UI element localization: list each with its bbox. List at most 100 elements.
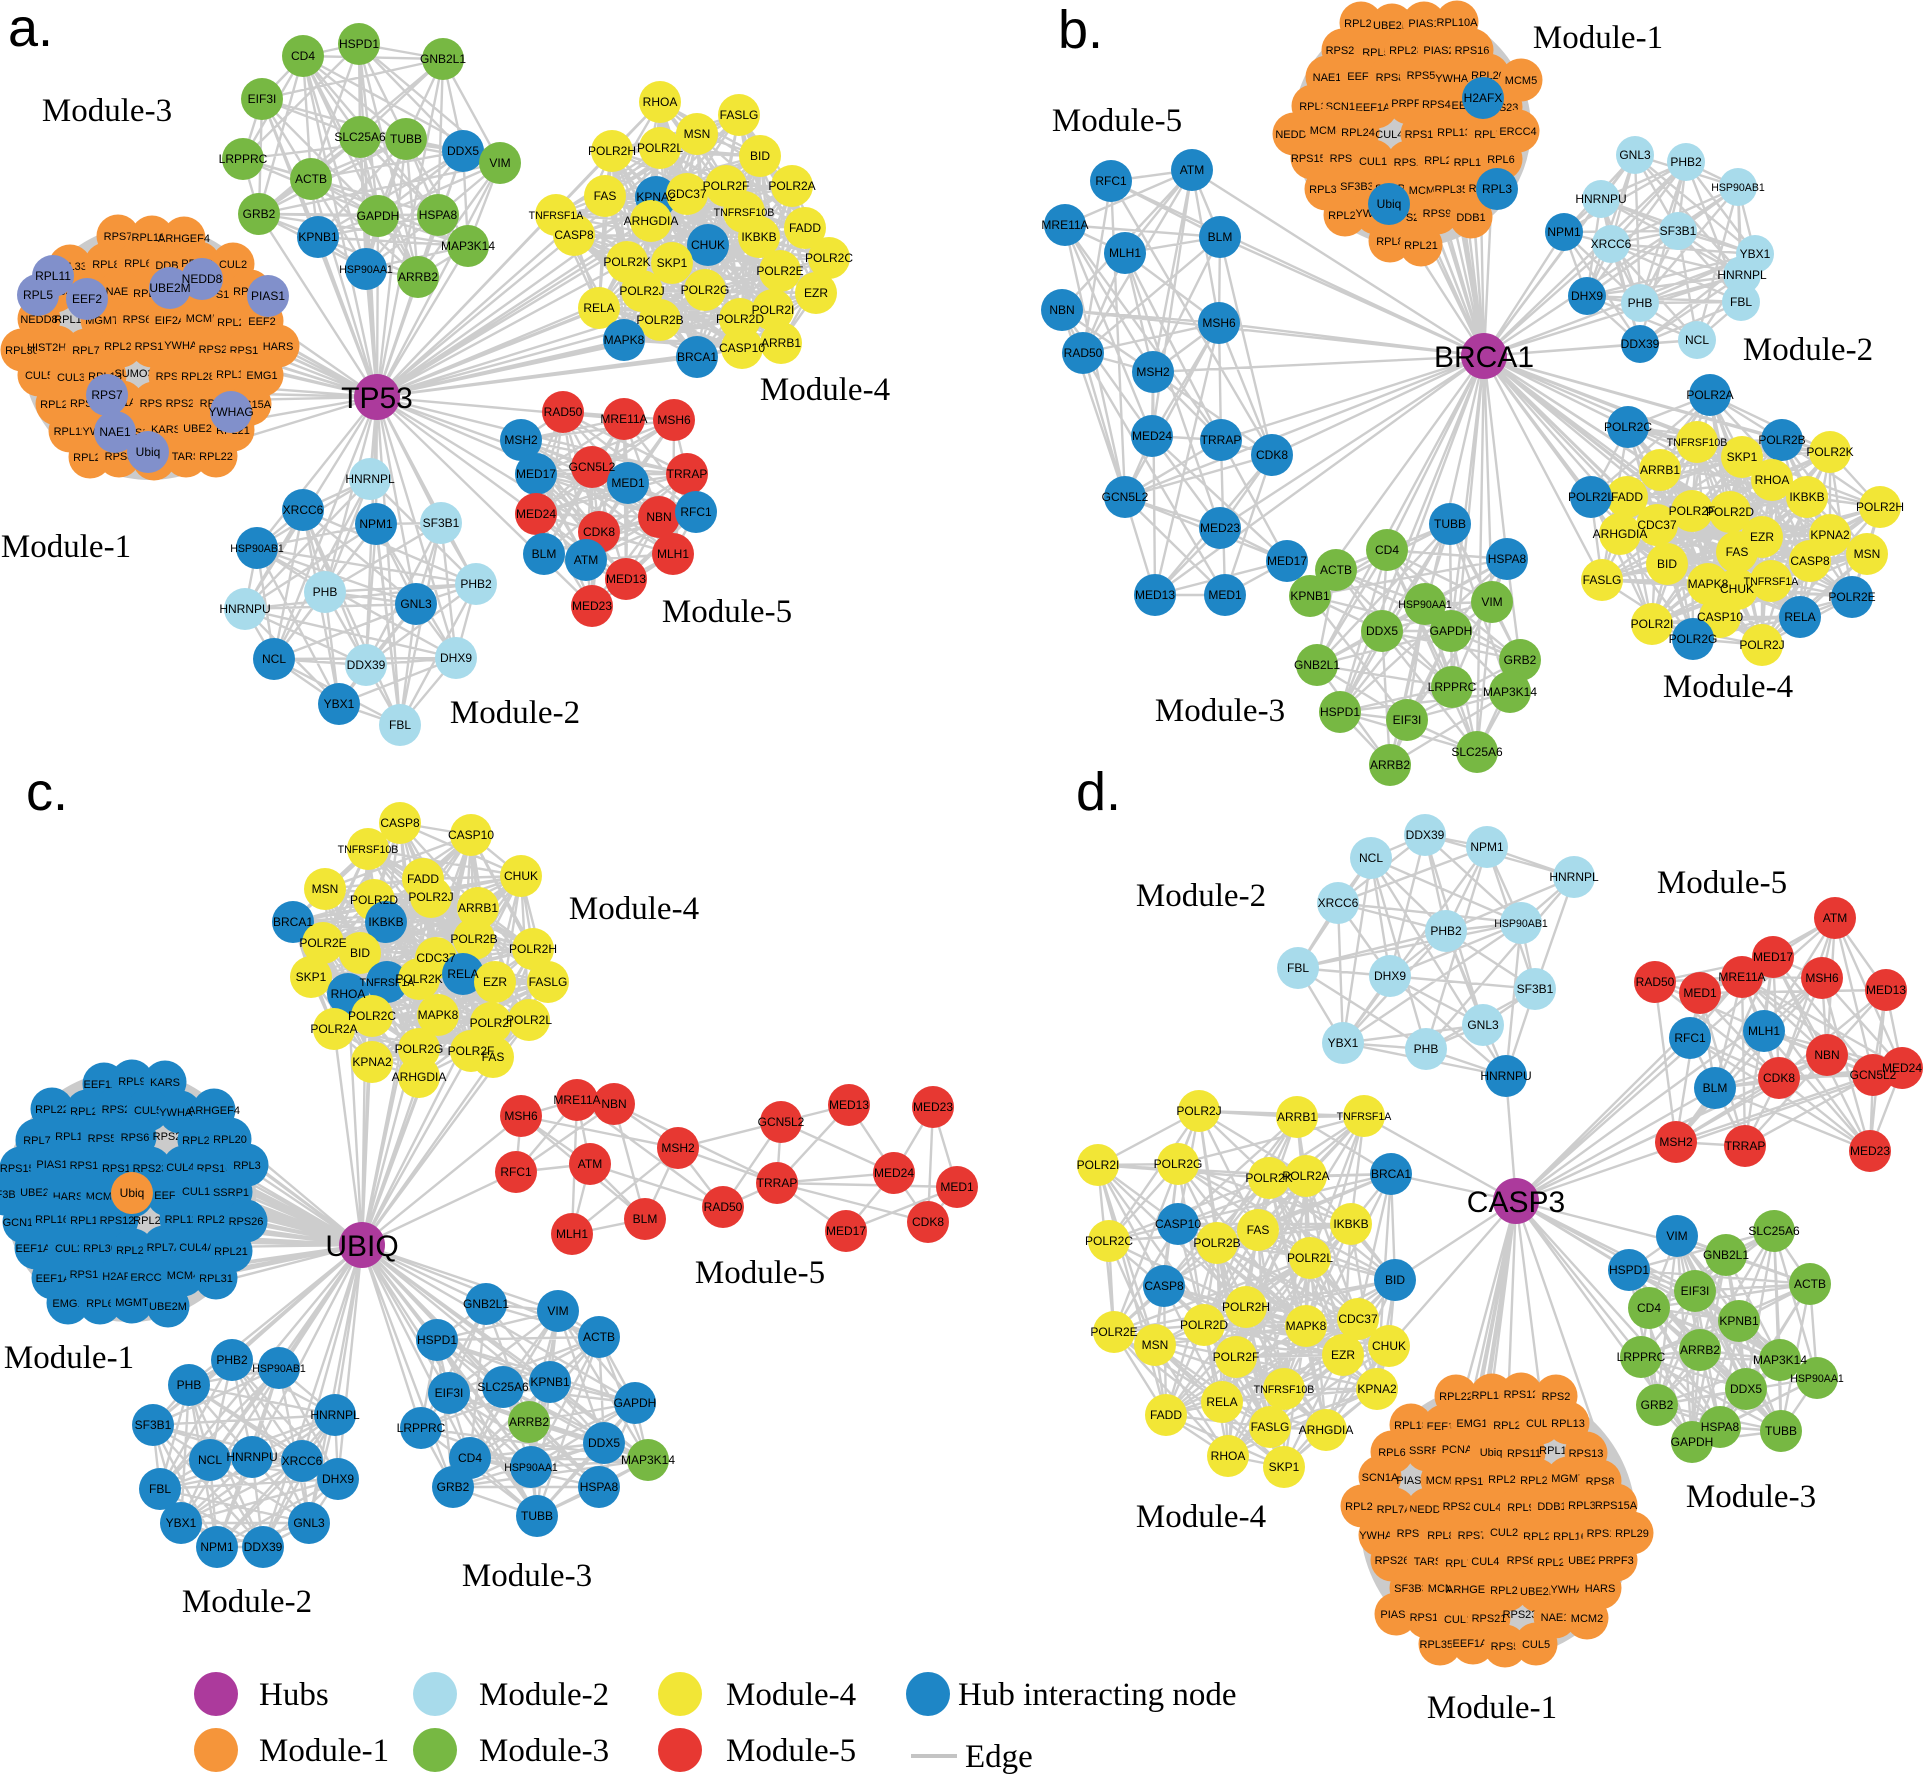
svg-text:Module-4: Module-4	[1663, 669, 1793, 705]
svg-text:EEF2: EEF2	[1347, 71, 1375, 83]
svg-text:PHB2: PHB2	[1430, 924, 1462, 938]
svg-text:RPL22: RPL22	[199, 451, 233, 463]
svg-text:YBX1: YBX1	[1328, 1036, 1359, 1050]
svg-text:SLC25A6: SLC25A6	[1748, 1224, 1800, 1238]
svg-text:HNRNPU: HNRNPU	[226, 1450, 277, 1464]
svg-text:MSH2: MSH2	[504, 433, 538, 447]
svg-text:CASP10: CASP10	[1155, 1217, 1201, 1231]
svg-text:DDB1: DDB1	[1537, 1501, 1566, 1513]
svg-text:RPS14: RPS14	[70, 1269, 105, 1281]
svg-text:EIF3I: EIF3I	[248, 92, 277, 106]
svg-text:TRRAP: TRRAP	[1201, 433, 1242, 447]
svg-text:MSN: MSN	[1854, 547, 1881, 561]
svg-text:SF3B3: SF3B3	[1340, 181, 1374, 193]
svg-text:KARS: KARS	[150, 1077, 180, 1089]
svg-text:RPL27: RPL27	[1523, 1531, 1557, 1543]
svg-text:RPL28: RPL28	[181, 371, 215, 383]
svg-text:RPL6: RPL6	[1487, 154, 1515, 166]
svg-text:YWHAG: YWHAG	[208, 405, 253, 419]
svg-text:MAP3K14: MAP3K14	[441, 239, 495, 253]
svg-text:ARHGDIA: ARHGDIA	[1299, 1423, 1354, 1437]
svg-text:RPL7: RPL7	[23, 1135, 51, 1147]
svg-text:CDK8: CDK8	[583, 525, 615, 539]
svg-text:RPS7: RPS7	[91, 388, 123, 402]
svg-text:RPL9: RPL9	[1507, 1502, 1535, 1514]
svg-text:Ubiq: Ubiq	[120, 1186, 145, 1200]
svg-text:XRCC6: XRCC6	[1591, 237, 1632, 251]
svg-text:TNFRSF1A: TNFRSF1A	[1337, 1111, 1393, 1123]
svg-text:NCL: NCL	[1359, 851, 1383, 865]
svg-text:POLR2F: POLR2F	[703, 179, 750, 193]
svg-text:RPL28: RPL28	[1488, 1474, 1522, 1486]
svg-text:RPS2: RPS2	[1330, 153, 1359, 165]
svg-text:MSN: MSN	[1142, 1338, 1169, 1352]
svg-text:GNL3: GNL3	[1467, 1018, 1499, 1032]
svg-text:CUL4B: CUL4B	[1471, 1556, 1506, 1568]
svg-text:Hub interacting node: Hub interacting node	[958, 1677, 1237, 1713]
svg-text:MED24: MED24	[1132, 429, 1172, 443]
svg-text:NAE1: NAE1	[1313, 72, 1342, 84]
svg-text:RELA: RELA	[1784, 610, 1815, 624]
svg-text:DHX9: DHX9	[1374, 969, 1406, 983]
svg-text:MED1: MED1	[940, 1180, 974, 1194]
svg-text:POLR2F: POLR2F	[1669, 504, 1716, 518]
svg-text:GRB2: GRB2	[243, 207, 276, 221]
svg-text:Edge: Edge	[965, 1739, 1033, 1775]
svg-text:CDC37: CDC37	[416, 951, 456, 965]
svg-text:HSPA8: HSPA8	[580, 1480, 619, 1494]
svg-text:RPL13: RPL13	[1551, 1418, 1585, 1430]
svg-text:POLR2B: POLR2B	[450, 932, 497, 946]
svg-text:TNFRSF10B: TNFRSF10B	[1667, 437, 1728, 449]
svg-text:UBE2M: UBE2M	[1520, 1586, 1558, 1598]
svg-text:EEF1A: EEF1A	[36, 1273, 72, 1285]
svg-text:MED23: MED23	[572, 599, 612, 613]
svg-text:NCL: NCL	[1685, 333, 1709, 347]
svg-text:ARHGDIA: ARHGDIA	[392, 1070, 447, 1084]
svg-text:Module-4: Module-4	[1136, 1499, 1266, 1535]
svg-text:POLR2K: POLR2K	[1245, 1171, 1292, 1185]
svg-text:RPL8: RPL8	[1376, 236, 1404, 248]
svg-text:DHX9: DHX9	[322, 1472, 354, 1486]
svg-text:VIM: VIM	[489, 156, 510, 170]
svg-text:MSN: MSN	[684, 127, 711, 141]
svg-text:VIM: VIM	[1666, 1229, 1687, 1243]
svg-text:TUBB: TUBB	[521, 1509, 553, 1523]
svg-text:RPS21: RPS21	[1472, 1613, 1507, 1625]
svg-text:KARS: KARS	[151, 424, 181, 436]
svg-text:RPS17: RPS17	[1410, 1612, 1445, 1624]
svg-text:RPS2: RPS2	[140, 398, 169, 410]
svg-text:MLH1: MLH1	[1109, 246, 1141, 260]
svg-text:RELA: RELA	[1206, 1395, 1237, 1409]
svg-text:POLR2I: POLR2I	[1077, 1158, 1120, 1172]
svg-text:POLR2D: POLR2D	[1180, 1318, 1228, 1332]
svg-text:PRPF3: PRPF3	[1598, 1555, 1633, 1567]
svg-text:POLR2I: POLR2I	[1631, 617, 1674, 631]
svg-text:CUL3: CUL3	[57, 372, 85, 384]
svg-text:CHUK: CHUK	[504, 869, 538, 883]
svg-text:Module-3: Module-3	[1155, 693, 1285, 729]
svg-text:FADD: FADD	[1150, 1408, 1182, 1422]
svg-text:Module-5: Module-5	[662, 594, 792, 630]
svg-text:RFC1: RFC1	[1674, 1031, 1706, 1045]
svg-text:EMG1: EMG1	[1456, 1418, 1487, 1430]
svg-text:CDK8: CDK8	[912, 1215, 944, 1229]
svg-text:FAS: FAS	[482, 1050, 505, 1064]
svg-text:ARRB1: ARRB1	[458, 901, 498, 915]
svg-text:TARS: TARS	[172, 451, 201, 463]
svg-text:TNFRSF1A: TNFRSF1A	[529, 210, 585, 222]
svg-text:PHB: PHB	[1414, 1042, 1439, 1056]
svg-text:POLR2A: POLR2A	[1686, 388, 1733, 402]
svg-text:HARS: HARS	[263, 341, 294, 353]
svg-text:FBL: FBL	[1730, 295, 1752, 309]
svg-text:RELA: RELA	[583, 301, 614, 315]
svg-text:HSPD1: HSPD1	[339, 37, 379, 51]
svg-text:RPL5: RPL5	[1362, 47, 1390, 59]
svg-text:NBN: NBN	[601, 1097, 626, 1111]
svg-text:Module-5: Module-5	[726, 1733, 856, 1769]
svg-text:BRCA1: BRCA1	[677, 350, 717, 364]
svg-text:CASP8: CASP8	[554, 228, 594, 242]
svg-text:POLR2L: POLR2L	[506, 1013, 552, 1027]
svg-text:ARRB2: ARRB2	[509, 1415, 549, 1429]
svg-text:RPL13: RPL13	[1437, 127, 1471, 139]
svg-text:MSH2: MSH2	[1659, 1135, 1693, 1149]
